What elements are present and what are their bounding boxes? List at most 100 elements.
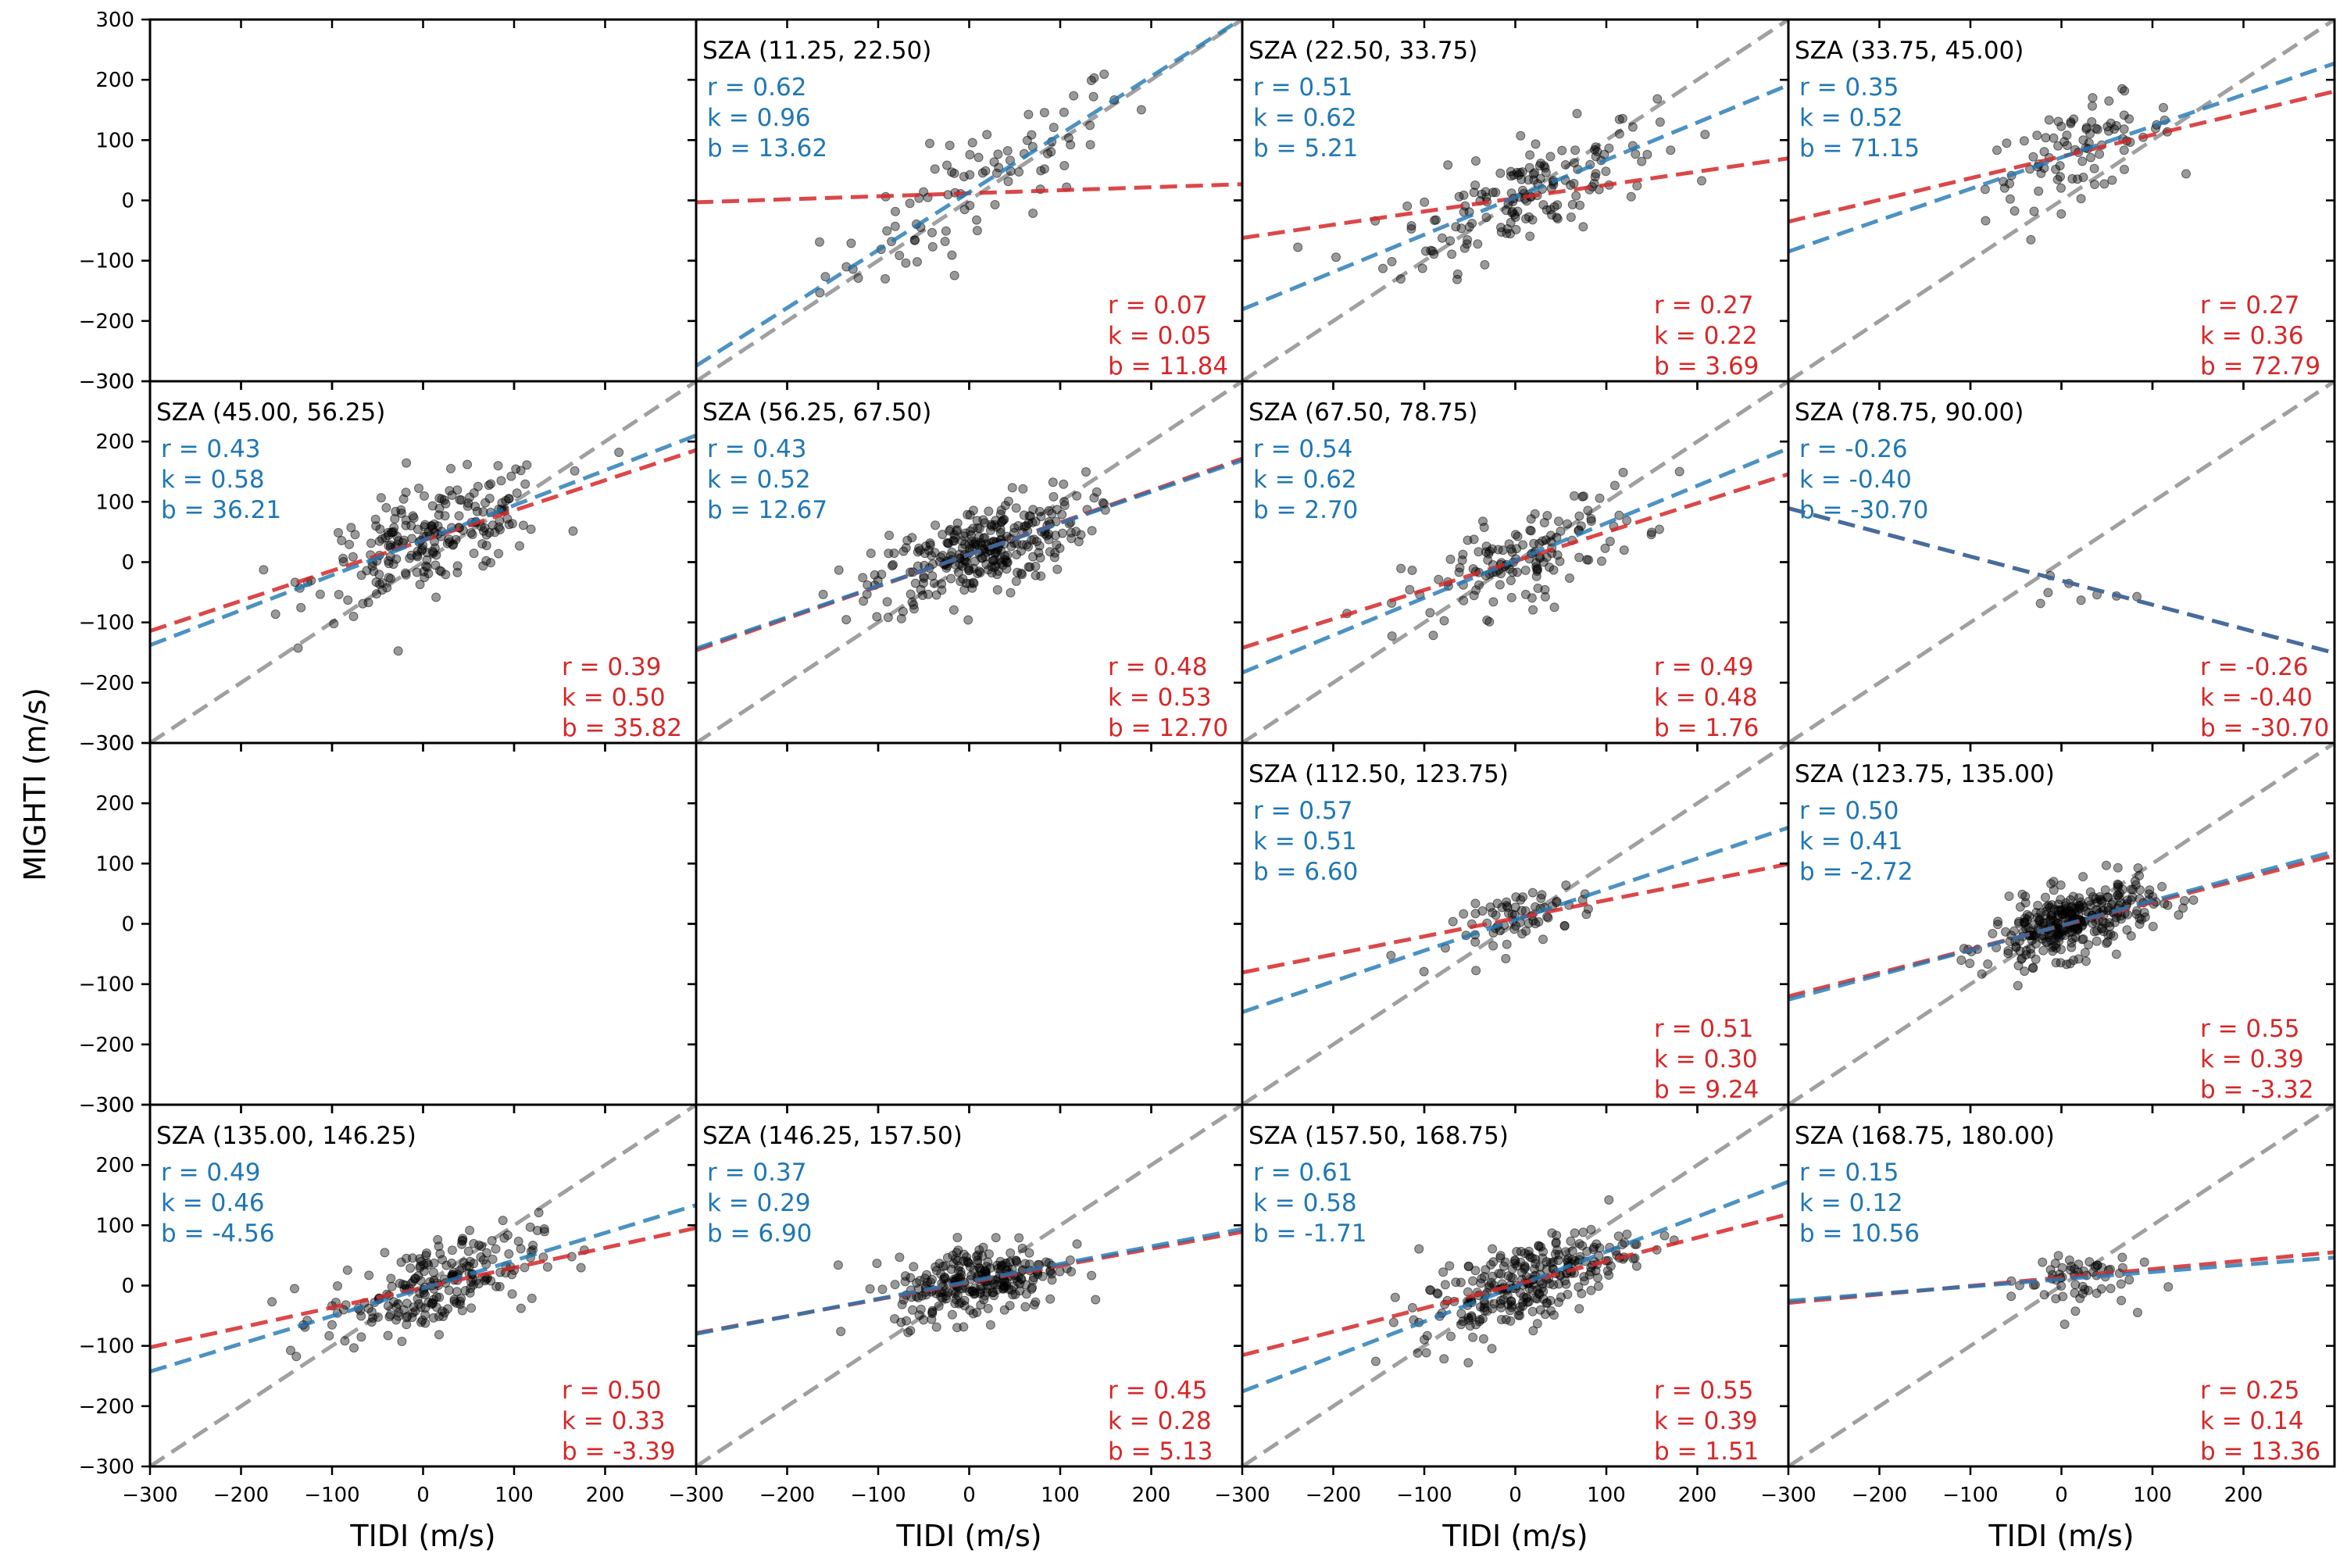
data-point (383, 1301, 393, 1311)
data-point (1027, 1282, 1038, 1292)
data-point (991, 168, 1002, 178)
y-tick-label: 200 (95, 792, 134, 816)
data-point (1554, 1279, 1564, 1289)
data-point (2017, 889, 2027, 899)
data-point (2113, 863, 2123, 873)
data-point (1517, 167, 1527, 177)
data-point (2033, 901, 2043, 910)
data-point (2038, 945, 2049, 955)
identity-line (150, 1105, 696, 1466)
data-point (992, 585, 1002, 595)
data-point (1537, 890, 1547, 900)
identity-line (1788, 1105, 2334, 1466)
data-point (1509, 924, 1520, 934)
data-point (918, 578, 928, 588)
data-point (1495, 1295, 1506, 1305)
panel-14: SZA (146.25, 157.50) r = 0.37k = 0.29 b = … (668, 1103, 1244, 1507)
data-point (919, 1315, 929, 1325)
data-point (942, 160, 952, 170)
panel-frame (148, 741, 698, 1106)
data-point (1470, 937, 1481, 947)
data-point (952, 518, 963, 528)
red-stat-r: r = 0.07 (1108, 291, 1207, 320)
data-point (1445, 554, 1456, 564)
data-point (978, 515, 988, 525)
data-point (1586, 514, 1596, 523)
data-point (957, 543, 967, 553)
data-point (1617, 1240, 1627, 1250)
data-point (853, 273, 863, 283)
data-point (374, 570, 384, 580)
data-point (1136, 105, 1146, 115)
data-point (491, 1281, 502, 1291)
data-point (1447, 249, 1457, 259)
data-point (356, 1332, 366, 1342)
data-point (338, 557, 348, 567)
data-point (480, 498, 490, 508)
x-tick-label: 0 (1509, 1484, 1522, 1507)
x-tick-label: 100 (1041, 1484, 1080, 1507)
blue-stat-b: b = 13.62 (707, 134, 827, 163)
data-point (985, 1320, 995, 1330)
y-tick-label: 200 (95, 69, 134, 92)
data-point (833, 1260, 843, 1270)
data-point (914, 543, 924, 553)
data-point (2181, 169, 2191, 179)
data-point (348, 552, 358, 562)
data-point (948, 536, 958, 545)
y-tick-label: −300 (79, 1094, 134, 1117)
data-point (428, 1267, 438, 1277)
data-point (417, 544, 427, 554)
data-point (1045, 1294, 1056, 1304)
red-stat-k: k = 0.30 (1654, 1045, 1758, 1073)
data-point (2092, 897, 2102, 907)
data-point (1567, 199, 1577, 209)
red-stat-r: r = 0.55 (2200, 1015, 2299, 1043)
blue-stat-k: k = 0.46 (161, 1189, 265, 1217)
blue-fit-line (1788, 849, 2334, 1002)
data-point (1451, 1277, 1461, 1288)
data-point (1387, 631, 1397, 641)
data-point (1432, 1288, 1442, 1298)
data-point (934, 1259, 945, 1269)
data-point (1034, 541, 1045, 551)
data-point (420, 1318, 430, 1328)
panel-title: SZA (33.75, 45.00) (1795, 37, 2024, 65)
data-point (858, 573, 868, 583)
data-point (1406, 224, 1416, 234)
data-point (1538, 934, 1548, 945)
data-point (2106, 1284, 2116, 1294)
data-point (927, 1274, 937, 1284)
data-point (1579, 491, 1588, 502)
data-point (912, 1278, 922, 1288)
data-point (369, 566, 379, 577)
panel-title: SZA (112.50, 123.75) (1249, 760, 1509, 788)
x-axis-title: TIDI (m/s) (1988, 1519, 2134, 1553)
identity-line (696, 1105, 1242, 1466)
data-point (2095, 149, 2105, 159)
data-point (1011, 1255, 1021, 1266)
data-point (419, 566, 429, 577)
data-point (2053, 116, 2063, 127)
blue-fit-line (1242, 1180, 1788, 1394)
data-point (1593, 1273, 1602, 1283)
data-point (877, 570, 887, 580)
data-point (927, 241, 938, 252)
red-stat-b: b = 9.24 (1654, 1076, 1759, 1104)
data-point (1048, 491, 1059, 502)
data-point (396, 509, 406, 518)
data-point (1536, 893, 1546, 903)
data-point (1031, 1297, 1041, 1307)
data-point (1609, 480, 1620, 491)
data-point (2066, 119, 2076, 129)
data-point (259, 565, 269, 575)
data-point (866, 548, 876, 559)
data-point (402, 1253, 412, 1263)
data-point (947, 1309, 957, 1320)
data-point (1552, 898, 1562, 908)
data-point (1575, 200, 1585, 210)
data-point (1428, 630, 1438, 641)
data-point (338, 553, 348, 563)
data-point (1390, 1292, 1400, 1302)
blue-stat-b: b = -4.56 (161, 1220, 275, 1248)
